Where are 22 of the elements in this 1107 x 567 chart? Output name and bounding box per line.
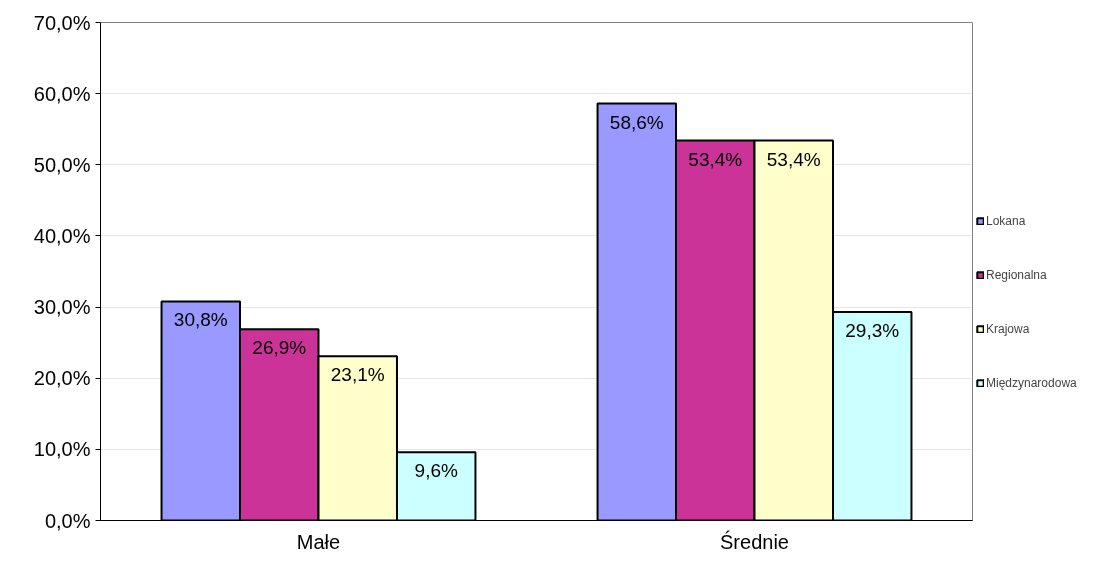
y-tick-label: 50,0% bbox=[33, 153, 91, 176]
legend-label: Lokana bbox=[986, 214, 1026, 228]
legend-label: Regionalna bbox=[986, 268, 1047, 282]
data-label: 53,4% bbox=[688, 148, 743, 170]
x-tick-label: Małe bbox=[296, 530, 341, 553]
data-label: 23,1% bbox=[330, 364, 385, 386]
data-label: 30,8% bbox=[173, 309, 228, 331]
data-label: 58,6% bbox=[609, 111, 664, 133]
y-tick-label: 70,0% bbox=[33, 11, 91, 34]
data-label: 53,4% bbox=[766, 148, 821, 170]
data-label: 9,6% bbox=[414, 460, 458, 482]
legend-label: Krajowa bbox=[986, 322, 1030, 336]
y-tick-label: 30,0% bbox=[33, 296, 91, 319]
y-tick-label: 0,0% bbox=[44, 509, 91, 532]
y-tick-label: 60,0% bbox=[33, 82, 91, 105]
x-tick-label: Średnie bbox=[720, 529, 789, 553]
legend-label: Międzynarodowa bbox=[986, 376, 1077, 390]
y-tick-label: 20,0% bbox=[33, 367, 91, 390]
y-tick-label: 40,0% bbox=[33, 224, 91, 247]
data-label: 26,9% bbox=[252, 337, 307, 359]
y-tick-label: 10,0% bbox=[33, 438, 91, 461]
data-label: 29,3% bbox=[845, 320, 900, 342]
